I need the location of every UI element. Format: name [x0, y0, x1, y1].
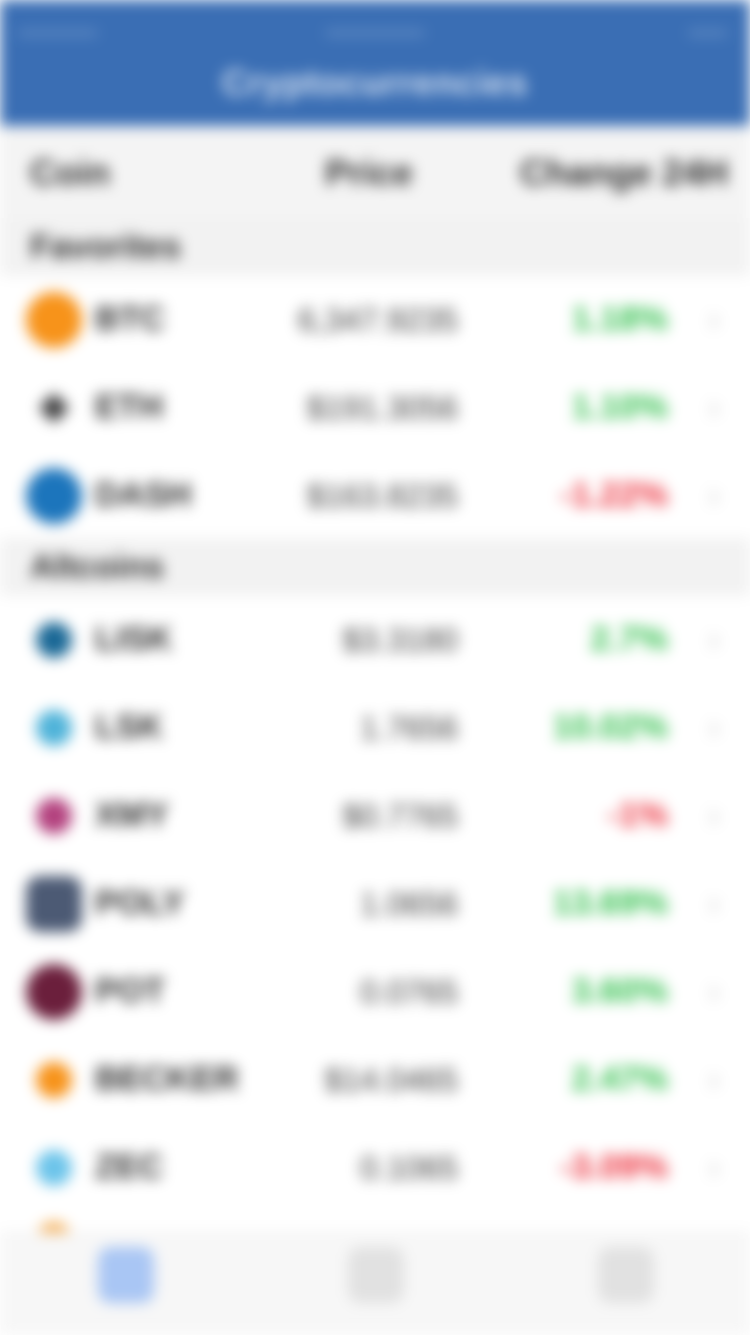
- coin-name: XMY: [95, 796, 169, 834]
- coin-row-zec[interactable]: ZEC 0.1065 -3.09% ›: [0, 1124, 750, 1213]
- signal-icon: [18, 30, 98, 36]
- coin-price: 1.7656: [360, 710, 458, 746]
- coin-row-pot[interactable]: POT 0.0765 3.60% ›: [0, 948, 750, 1037]
- coin-row-poly[interactable]: POLY 1.0656 13.69% ›: [0, 860, 750, 949]
- coin-change: 3.60%: [571, 972, 668, 1010]
- potcoin-icon: [26, 964, 82, 1020]
- chevron-right-icon: ›: [708, 1058, 720, 1099]
- chevron-right-icon: ›: [708, 882, 720, 923]
- column-change[interactable]: Change 24H: [520, 152, 729, 193]
- list-icon: [98, 1247, 154, 1303]
- tab-list[interactable]: [0, 1233, 250, 1335]
- chevron-right-icon: ›: [708, 618, 720, 659]
- becker-icon: [36, 1062, 72, 1098]
- coin-change: -1.22%: [560, 476, 668, 514]
- coin-change: 1.10%: [571, 388, 668, 426]
- coin-row-eth[interactable]: ETH $191.3056 1.10% ›: [0, 364, 750, 453]
- coin-price: $0.7765: [342, 798, 458, 834]
- coin-price: 0.1065: [360, 1150, 458, 1186]
- zec-icon: [36, 1150, 72, 1186]
- column-header: Coin Price Change 24H: [0, 128, 750, 220]
- coin-change: -1%: [607, 796, 668, 834]
- coin-price: $163.8235: [306, 478, 458, 514]
- chevron-right-icon: ›: [708, 706, 720, 747]
- tab-settings[interactable]: [500, 1233, 750, 1335]
- tab-bar: [0, 1232, 750, 1335]
- section-altcoins: Altcoins: [0, 538, 750, 596]
- coin-row-lisk[interactable]: LISK $3.3180 2.7% ›: [0, 596, 750, 685]
- clock: [325, 30, 425, 36]
- page-title: Cryptocurrencies: [221, 62, 529, 103]
- chevron-right-icon: ›: [708, 386, 720, 427]
- coin-name: BTC: [95, 300, 165, 338]
- lsk-icon: [36, 710, 72, 746]
- coin-price: $3.3180: [342, 622, 458, 658]
- coin-change: 2.47%: [571, 1060, 668, 1098]
- section-title: Favorites: [30, 228, 182, 266]
- coin-price: 0.0765: [360, 974, 458, 1010]
- coin-price: $191.3056: [306, 390, 458, 426]
- coin-row-lsk[interactable]: LSK 1.7656 10.02% ›: [0, 684, 750, 773]
- column-coin[interactable]: Coin: [30, 152, 110, 193]
- coin-change: 2.7%: [590, 620, 669, 658]
- coin-row-becker[interactable]: BECKER $14.0465 2.47% ›: [0, 1036, 750, 1125]
- coin-change: 1.18%: [571, 300, 668, 338]
- settings-icon: [598, 1247, 654, 1303]
- coin-row-xmy[interactable]: XMY $0.7765 -1% ›: [0, 772, 750, 861]
- section-title: Altcoins: [30, 548, 165, 586]
- chevron-right-icon: ›: [708, 474, 720, 515]
- ethereum-icon: [38, 392, 70, 424]
- chevron-right-icon: ›: [708, 794, 720, 835]
- coin-price: $14.0465: [324, 1062, 458, 1098]
- chevron-right-icon: ›: [708, 1146, 720, 1187]
- myriad-icon: [36, 798, 72, 834]
- coin-name: ZEC: [95, 1148, 163, 1186]
- coin-name: BECKER: [95, 1060, 239, 1098]
- poly-icon: [26, 876, 82, 932]
- section-favorites: Favorites: [0, 218, 750, 276]
- coin-change: 10.02%: [552, 708, 668, 746]
- coin-name: ETH: [95, 388, 163, 426]
- coin-price: 1.0656: [360, 886, 458, 922]
- status-bar: [0, 0, 750, 40]
- lisk-icon: [36, 622, 72, 658]
- coin-name: LISK: [95, 620, 173, 658]
- bitcoin-icon: [26, 292, 82, 348]
- chevron-right-icon: ›: [708, 298, 720, 339]
- coin-row-dash[interactable]: DASH $163.8235 -1.22% ›: [0, 452, 750, 541]
- column-price[interactable]: Price: [325, 152, 414, 193]
- coin-name: POT: [95, 972, 165, 1010]
- coin-name: DASH: [95, 476, 192, 514]
- battery-icon: [688, 30, 728, 36]
- dash-icon: [26, 468, 82, 524]
- coin-name: POLY: [95, 884, 185, 922]
- chevron-right-icon: ›: [708, 970, 720, 1011]
- navigation-bar: Cryptocurrencies: [0, 40, 750, 126]
- tab-news[interactable]: [250, 1233, 500, 1335]
- coin-name: LSK: [95, 708, 163, 746]
- coin-change: 13.69%: [552, 884, 668, 922]
- coin-price: 6,347.9235: [297, 302, 458, 338]
- news-icon: [348, 1247, 404, 1303]
- coin-row-btc[interactable]: BTC 6,347.9235 1.18% ›: [0, 276, 750, 365]
- coin-change: -3.09%: [560, 1148, 668, 1186]
